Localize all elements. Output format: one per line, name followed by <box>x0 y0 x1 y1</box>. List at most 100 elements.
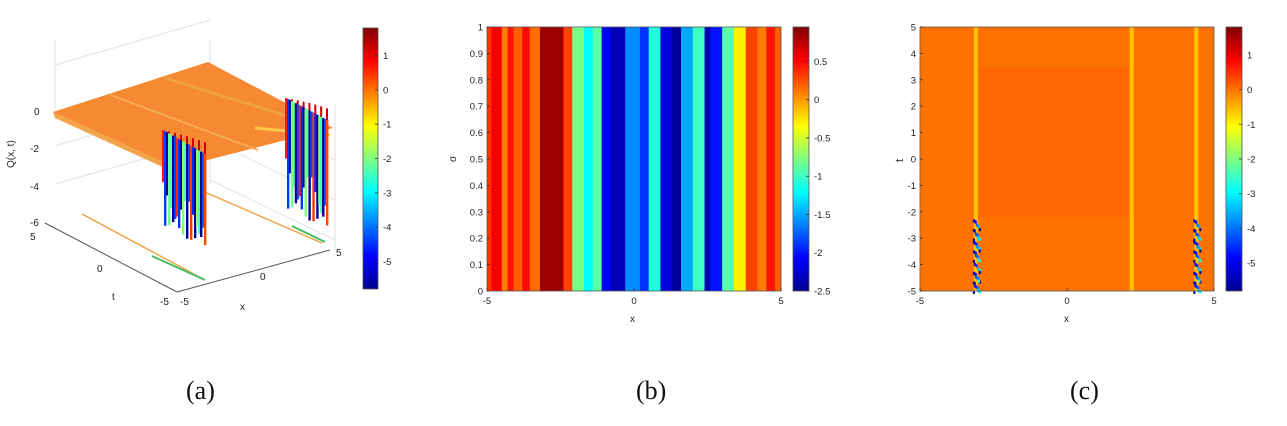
surface-spike <box>312 112 315 222</box>
heatmap-column <box>745 27 758 291</box>
y-tick-label: -2 <box>908 207 916 218</box>
colorbar-tick-label: -4 <box>383 223 391 234</box>
surface-spike-peak <box>290 99 293 102</box>
panel-a-floor <box>44 222 331 293</box>
surface-spike <box>188 144 191 202</box>
surface-spike <box>172 135 175 223</box>
surface-spike <box>186 143 189 239</box>
heatmap-column <box>592 27 603 291</box>
panel-a-xtick: 5 <box>336 248 342 259</box>
colorbar-tick-label: -2 <box>814 248 822 259</box>
heatmap-speckle <box>972 219 975 223</box>
surface-spike <box>298 105 302 197</box>
heatmap-column <box>507 27 514 291</box>
surface-spike-peak <box>186 136 188 144</box>
colorbar-a-ticks: 1 0 -1 -2 -3 -4 -5 <box>375 51 391 268</box>
colorbar-tick-label: -1 <box>1247 120 1255 131</box>
surface-spike <box>292 102 296 188</box>
heatmap-speckle <box>1198 279 1201 283</box>
surface-spike <box>162 130 165 183</box>
panel-c-xlabel: x <box>1064 314 1069 325</box>
panel-a-ztick: -4 <box>30 182 39 193</box>
y-tick-label: 0.8 <box>470 75 483 86</box>
surface-spike <box>310 111 313 178</box>
panel-c: -5 0 5 -5 -4 -3 -2 -1 0 1 2 3 4 5 t x 1 0 -1 -2 -3 -4 -5 <box>894 23 1255 326</box>
heatmap-column <box>722 27 735 291</box>
panel-a-ridge <box>109 94 259 151</box>
heatmap-speckle <box>978 249 981 253</box>
heatmap-speckle <box>972 240 975 244</box>
panel-a-ztick: -2 <box>30 144 39 155</box>
surface-spike-peak <box>180 134 182 141</box>
panel-a-spikes-right <box>285 98 329 226</box>
surface-spike <box>296 104 300 200</box>
surface-spike <box>194 148 197 239</box>
colorbar-tick-label: -1 <box>383 120 391 131</box>
surface-spike <box>318 115 321 206</box>
heatmap-column <box>625 27 641 291</box>
panel-a-xlabel: x <box>240 302 245 313</box>
heatmap-speckle <box>1197 236 1200 240</box>
heatmap-speckle <box>1195 232 1198 236</box>
surface-spike <box>204 154 207 246</box>
y-tick-label: 0.6 <box>470 128 483 139</box>
surface-spike-peak <box>174 132 176 137</box>
heatmap-speckle <box>973 262 976 266</box>
heatmap-speckle <box>976 288 979 292</box>
colorbar-tick-label: -1.5 <box>814 210 830 221</box>
heatmap-speckle <box>977 279 980 283</box>
heatmap-speckle <box>972 250 975 254</box>
heatmap-speckle <box>1196 223 1199 227</box>
surface-spike <box>174 136 177 220</box>
heatmap-speckle <box>1198 258 1201 262</box>
colorbar-c-ticks: 1 0 -1 -2 -3 -4 -5 <box>1239 50 1255 270</box>
heatmap-speckle <box>1197 288 1200 292</box>
heatmap-speckle <box>976 236 979 240</box>
panel-b-ylabel: σ <box>448 155 459 162</box>
heatmap-speckle <box>1199 228 1202 232</box>
panel-a-ztick: 0 <box>34 107 40 118</box>
surface-spike <box>300 106 304 210</box>
heatmap-column <box>529 27 541 291</box>
heatmap-column <box>539 27 564 291</box>
colorbar-tick-label: -0.5 <box>814 133 830 144</box>
y-tick-label: 0.7 <box>470 102 483 113</box>
y-tick-label: 0.3 <box>470 207 483 218</box>
heatmap-speckle <box>977 258 980 262</box>
heatmap-speckle <box>972 259 975 263</box>
heatmap-speckle <box>972 281 975 285</box>
surface-spike-peak <box>302 101 305 108</box>
surface-spike <box>180 140 183 210</box>
panel-a-ytick: 5 <box>30 232 36 243</box>
panel-a-spikes-left <box>162 130 207 246</box>
heatmap-region <box>978 66 1129 218</box>
panel-a-xtick: 0 <box>260 272 266 283</box>
heatmap-speckle <box>974 232 977 236</box>
heatmap-speckle <box>1193 228 1196 232</box>
heatmap-column <box>584 27 594 291</box>
x-tick-label: 0 <box>631 296 636 307</box>
surface-spike-peak <box>192 138 194 148</box>
surface-spike <box>192 147 195 215</box>
panel-b-axes: -5 0 500.10.20.30.40.50.60.70.80.91 <box>470 23 784 308</box>
colorbar-b-ticks: 0.5 0 -0.5 -1 -1.5 -2 -2.5 <box>806 57 830 298</box>
surface-spike-peak <box>326 108 328 120</box>
heatmap-column <box>672 27 682 291</box>
heatmap-column <box>639 27 650 291</box>
surface-spike <box>182 141 185 235</box>
surface-spike <box>184 142 187 202</box>
heatmap-speckle <box>972 228 975 232</box>
y-tick-label: -5 <box>908 287 916 298</box>
y-tick-label: 0.5 <box>470 155 483 166</box>
heatmap-speckle <box>1199 271 1202 275</box>
colorbar-tick-label: -4 <box>1247 224 1255 235</box>
heatmap-column <box>681 27 694 291</box>
heatmap-column <box>766 27 776 291</box>
panel-c-axes: -5 0 5 -5 -4 -3 -2 -1 0 1 2 3 4 5 <box>908 23 1217 308</box>
surface-spike <box>164 131 167 226</box>
heatmap-speckle <box>978 271 981 275</box>
surface-spike <box>314 113 317 192</box>
y-tick-label: 0.4 <box>470 181 483 192</box>
surface-spike <box>196 149 199 227</box>
heatmap-speckle <box>972 271 975 275</box>
